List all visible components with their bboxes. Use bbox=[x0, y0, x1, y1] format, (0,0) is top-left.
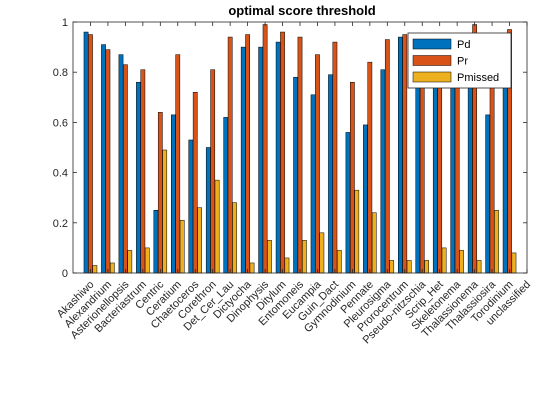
legend-label-pd: Pd bbox=[457, 39, 470, 51]
bar-pd-det_cer_lau bbox=[223, 117, 229, 274]
bar-pmissed-thalassiosira bbox=[494, 210, 499, 274]
bar-pmissed-dictyocha bbox=[249, 262, 255, 274]
bar-pmissed-thalassionema bbox=[476, 260, 482, 274]
bar-pmissed-chaetoceros bbox=[197, 207, 202, 274]
bar-pd-thalassiosira bbox=[485, 114, 491, 274]
bar-pr-pseudo-nitzschia bbox=[419, 64, 425, 274]
bar-pmissed-guin_dact bbox=[336, 250, 342, 274]
bar-pmissed-pseudo-nitzschia bbox=[424, 260, 429, 274]
bar-pd-asterionellopsis bbox=[118, 54, 124, 274]
bar-pmissed-centric bbox=[162, 149, 168, 274]
y-tick-label: 0.8 bbox=[53, 67, 68, 79]
bar-pd-centric bbox=[153, 210, 159, 274]
bar-pr-guin_dact bbox=[332, 41, 338, 274]
bar-pd-guin_dact bbox=[328, 74, 333, 274]
bar-pmissed-corethron bbox=[214, 179, 220, 274]
bar-pr-alexandrium bbox=[105, 49, 111, 274]
bar-pr-chaetoceros bbox=[192, 92, 198, 274]
x-tick-labels: AkashiwoAlexandriumAsterionellopsisBacte… bbox=[55, 278, 533, 346]
bar-pd-akashiwo bbox=[83, 31, 89, 274]
bar-pr-prorocentrum bbox=[402, 34, 408, 274]
bar-pmissed-pleurosigma bbox=[389, 260, 395, 274]
legend-swatch-pr bbox=[412, 55, 452, 66]
bar-pmissed-asterionellopsis bbox=[127, 250, 133, 274]
bar-pmissed-gymnodinium bbox=[354, 189, 360, 274]
bars-group bbox=[83, 24, 517, 274]
axes-group bbox=[72, 21, 528, 274]
bar-pmissed-entomoneis bbox=[302, 240, 307, 274]
bar-pd-ceratium bbox=[171, 114, 176, 274]
bar-pr-dictyocha bbox=[245, 34, 250, 274]
bar-pr-eucampia bbox=[315, 54, 320, 274]
bar-pd-scrip_het bbox=[432, 59, 438, 274]
bar-pmissed-skeletonema bbox=[459, 250, 464, 274]
bar-pd-dictyocha bbox=[240, 46, 246, 274]
legend-label-pmissed: Pmissed bbox=[457, 72, 499, 84]
bar-pd-corethron bbox=[205, 147, 211, 274]
legend: Pd Pr Pmissed bbox=[407, 32, 512, 89]
bar-pr-gymnodinium bbox=[350, 81, 355, 274]
legend-label-pr: Pr bbox=[457, 56, 468, 68]
bar-pd-prorocentrum bbox=[398, 36, 403, 274]
bar-pmissed-det_cer_lau bbox=[232, 202, 237, 274]
bar-pd-chaetoceros bbox=[188, 139, 194, 274]
bar-pd-pennate bbox=[363, 124, 368, 274]
bar-pmissed-bacteriastrum bbox=[144, 247, 150, 274]
bar-pd-entomoneis bbox=[293, 76, 298, 274]
bar-pd-bacteriastrum bbox=[136, 81, 141, 274]
bar-pr-bacteriastrum bbox=[140, 69, 146, 274]
bar-pmissed-prorocentrum bbox=[406, 260, 412, 274]
bar-pmissed-dinophysis bbox=[267, 240, 272, 274]
bar-pmissed-torodinium bbox=[511, 252, 517, 274]
bar-pr-ceratium bbox=[175, 54, 181, 274]
bar-pr-pennate bbox=[367, 61, 373, 274]
bar-pr-dinophysis bbox=[262, 24, 268, 274]
legend-swatch-pd bbox=[412, 38, 452, 50]
bar-pr-entomoneis bbox=[297, 36, 303, 274]
bar-pmissed-ditylum bbox=[284, 257, 290, 274]
bar-pmissed-akashiwo bbox=[92, 265, 98, 274]
bar-pr-centric bbox=[157, 112, 163, 274]
bar-pmissed-ceratium bbox=[179, 220, 185, 274]
bar-pr-corethron bbox=[210, 69, 216, 274]
bar-pr-det_cer_lau bbox=[227, 36, 233, 274]
y-tick-label: 0.2 bbox=[53, 218, 68, 230]
bar-pr-asterionellopsis bbox=[123, 64, 128, 274]
y-tick-labels: 0 0.2 0.4 0.6 0.8 1 bbox=[53, 17, 68, 280]
bar-pmissed-scrip_het bbox=[441, 247, 447, 274]
bar-pr-pleurosigma bbox=[384, 39, 390, 274]
bar-pd-pleurosigma bbox=[380, 69, 386, 274]
bar-pd-dinophysis bbox=[258, 46, 264, 274]
legend-swatch-pmissed bbox=[412, 71, 452, 83]
bar-pmissed-pennate bbox=[371, 212, 377, 274]
y-tick-label: 0.6 bbox=[53, 117, 68, 129]
bar-pd-eucampia bbox=[310, 94, 316, 274]
bar-pmissed-eucampia bbox=[319, 232, 325, 274]
bar-pd-alexandrium bbox=[101, 44, 106, 274]
y-tick-label: 0 bbox=[62, 268, 68, 280]
bar-pd-gymnodinium bbox=[345, 132, 351, 274]
y-tick-label: 1 bbox=[62, 17, 68, 29]
bar-pr-akashiwo bbox=[88, 34, 93, 274]
y-tick-label: 0.4 bbox=[53, 168, 68, 180]
chart-title: optimal score threshold bbox=[228, 3, 375, 18]
bar-pd-ditylum bbox=[275, 41, 281, 274]
bar-pr-ditylum bbox=[280, 31, 285, 274]
bar-pmissed-alexandrium bbox=[109, 262, 115, 274]
